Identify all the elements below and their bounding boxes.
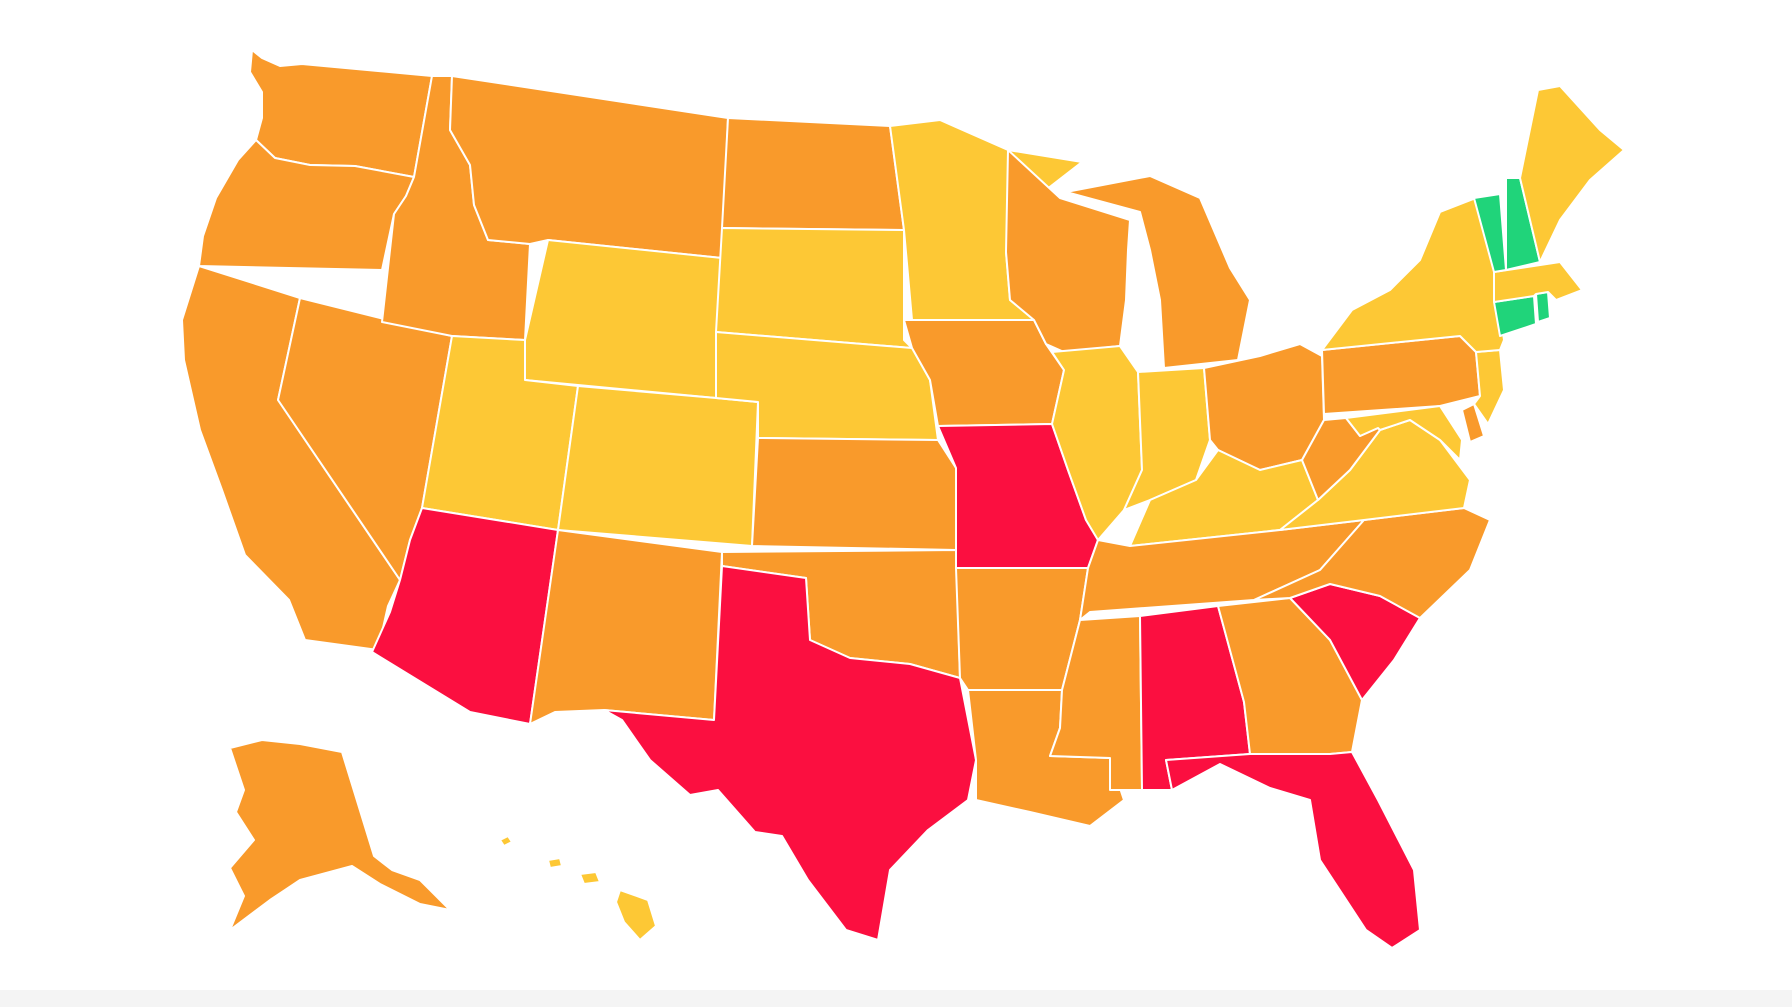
state-MT[interactable]: [449, 75, 729, 259]
state-NJ[interactable]: [1473, 349, 1505, 425]
state-HI[interactable]: [499, 835, 657, 941]
state-NC[interactable]: [1253, 507, 1491, 619]
state-ND[interactable]: [721, 117, 905, 231]
page-bottom-strip: [0, 990, 1792, 1007]
state-AK[interactable]: [229, 739, 451, 931]
state-MA[interactable]: [1493, 261, 1583, 303]
state-MD[interactable]: [1345, 405, 1463, 461]
state-RI[interactable]: [1535, 291, 1551, 323]
state-NM[interactable]: [529, 529, 723, 725]
state-SD[interactable]: [715, 227, 913, 349]
state-FL[interactable]: [1165, 751, 1421, 949]
state-CO[interactable]: [557, 385, 759, 547]
state-ME[interactable]: [1519, 85, 1625, 263]
state-KS[interactable]: [751, 437, 957, 551]
state-DE[interactable]: [1461, 403, 1485, 443]
state-WY[interactable]: [524, 239, 723, 399]
state-TX[interactable]: [603, 565, 977, 941]
state-NY[interactable]: [1321, 197, 1505, 353]
